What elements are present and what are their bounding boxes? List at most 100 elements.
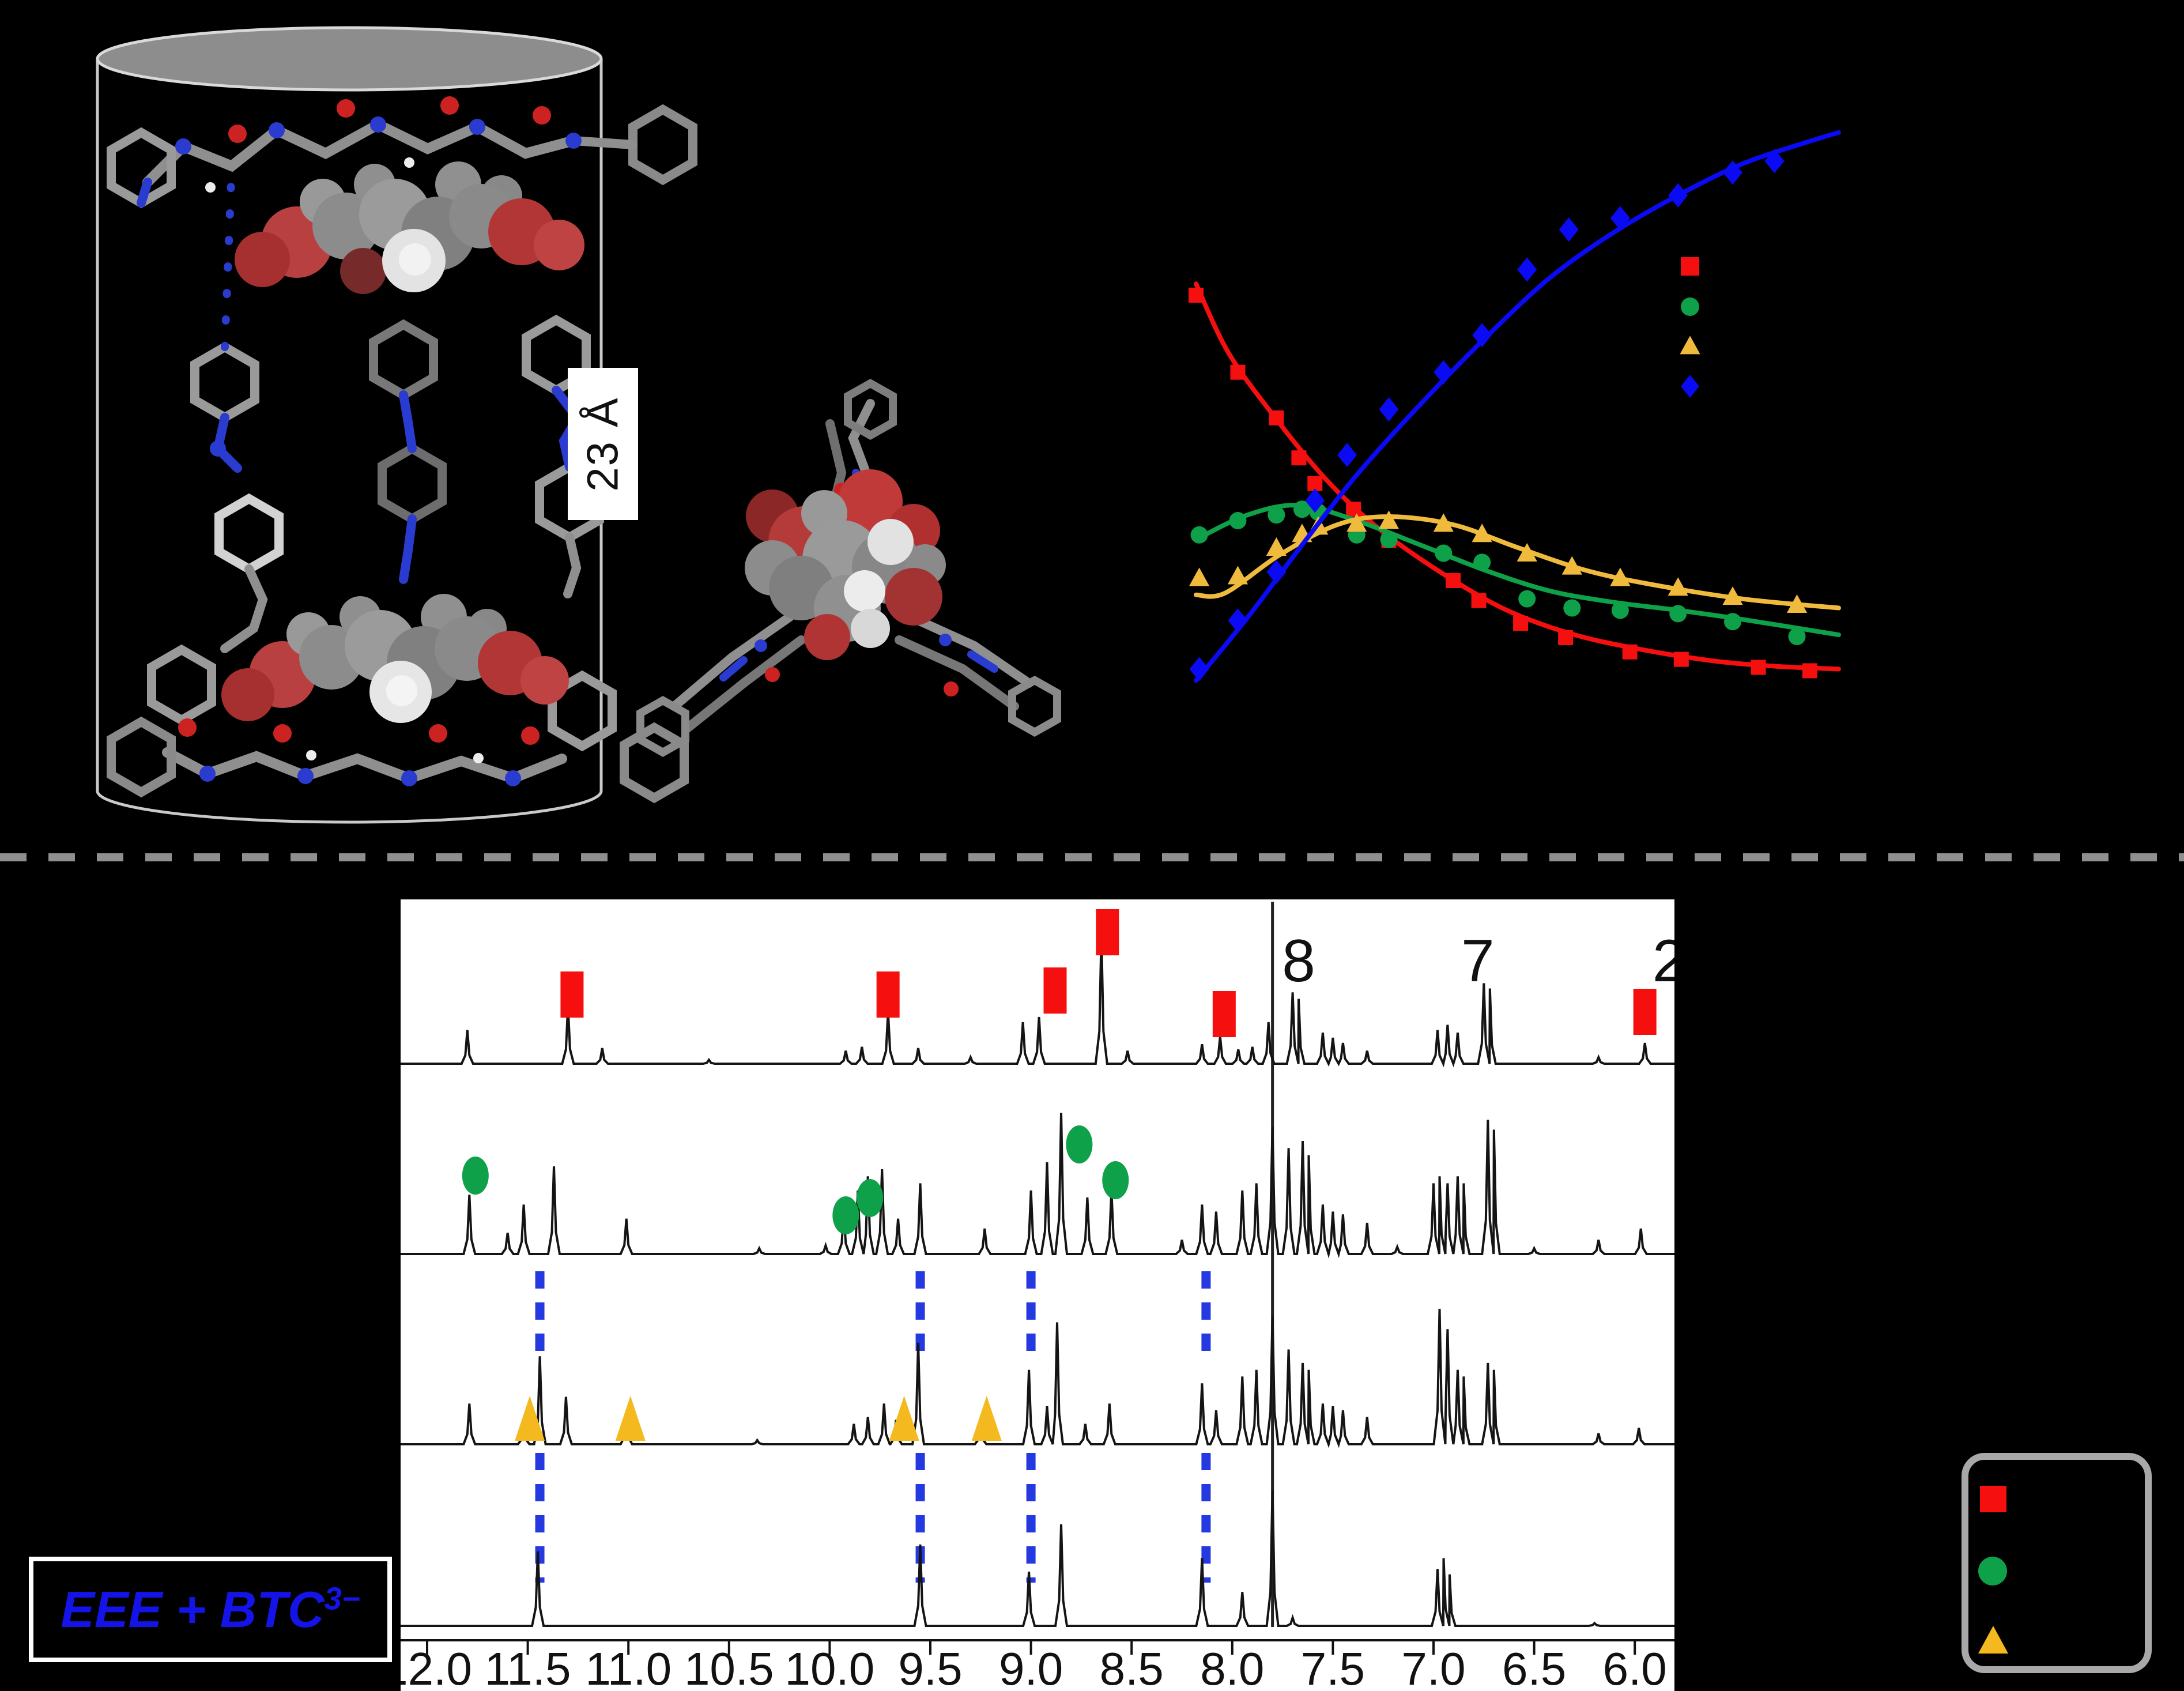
peak-marker-green-circle-icon: [857, 1179, 884, 1217]
data-point-circle-icon: [1229, 512, 1247, 530]
guest-sphere-cluster-bottom: [221, 594, 569, 723]
data-point-triangle-icon: [1189, 567, 1210, 586]
data-point-triangle-icon: [1346, 513, 1367, 532]
plot-legend-circle-icon: [1681, 297, 1699, 316]
peak-marker-yellow-triangle-icon: [515, 1396, 545, 1441]
peak-marker-yellow-triangle-icon: [615, 1396, 646, 1441]
nmr-trace-3: [401, 1308, 1674, 1448]
data-point-triangle-icon: [1668, 577, 1688, 596]
peak-marker-green-circle-icon: [462, 1157, 489, 1195]
data-point-triangle-icon: [1378, 510, 1400, 529]
peak-marker-yellow-triangle-icon: [971, 1396, 1002, 1441]
plot-legend-diamond-icon: [1681, 375, 1699, 398]
x-axis-tick-label: 8.5: [1100, 1643, 1164, 1691]
data-point-diamond-icon: [1723, 160, 1743, 185]
x-axis-tick-label: 10.0: [785, 1643, 875, 1691]
data-point-circle-icon: [1611, 601, 1629, 619]
data-point-diamond-icon: [1764, 149, 1785, 174]
peak-marker-red-square-icon: [1633, 989, 1657, 1035]
data-point-triangle-icon: [1227, 566, 1248, 585]
data-point-diamond-icon: [1189, 657, 1209, 681]
mixture-label-superscript: 3−: [324, 1581, 360, 1617]
compound-label: 7: [1461, 928, 1495, 995]
x-axis-tick-label: 9.5: [898, 1643, 962, 1691]
data-point-square-icon: [1269, 410, 1284, 425]
data-point-triangle-icon: [1433, 513, 1454, 532]
measurement-cylinder: [96, 26, 603, 824]
data-point-circle-icon: [1473, 553, 1491, 571]
data-point-square-icon: [1291, 450, 1307, 466]
data-point-diamond-icon: [1228, 608, 1248, 633]
data-point-square-icon: [1751, 660, 1766, 675]
data-point-triangle-icon: [1472, 524, 1492, 543]
mixture-label-base: EEE + BTC: [61, 1580, 325, 1638]
data-point-circle-icon: [1518, 590, 1536, 608]
data-point-circle-icon: [1190, 526, 1208, 544]
x-axis-tick-label: 9.0: [999, 1643, 1063, 1691]
data-point-square-icon: [1346, 502, 1361, 517]
data-point-square-icon: [1802, 663, 1817, 679]
nmr-trace-2: [401, 1112, 1674, 1259]
x-axis-tick-label: 11.5: [485, 1643, 571, 1691]
peak-marker-green-circle-icon: [1102, 1161, 1129, 1199]
data-point-diamond-icon: [1379, 397, 1399, 422]
species-legend-box: [1962, 1453, 2152, 1673]
mixture-label-box: EEE + BTC3−: [29, 1557, 392, 1662]
nmr-spectra-panel: 8 7 2 12.0 11.5 11.010.510.0 9.5 9.0 8.5 8.0 7.5 7.…: [401, 899, 1674, 1691]
dashed-separator-line: [0, 853, 2184, 861]
molecular-render-side-view: [96, 26, 697, 824]
data-point-square-icon: [1513, 616, 1529, 631]
peak-marker-red-square-icon: [1043, 967, 1067, 1014]
data-point-triangle-icon: [1561, 556, 1582, 575]
series-line-yellow-triangle-intermediate: [1194, 514, 1841, 611]
compound-label: 8: [1282, 928, 1315, 995]
data-point-triangle-icon: [1722, 586, 1743, 605]
legend-green-circle-icon: [1978, 1557, 2007, 1585]
peak-marker-red-square-icon: [1212, 991, 1236, 1037]
data-point-square-icon: [1558, 630, 1574, 645]
x-axis-tick-label: 7.0: [1401, 1643, 1465, 1691]
x-axis-tick-label: 12.0: [401, 1643, 472, 1691]
peak-marker-yellow-triangle-icon: [889, 1396, 919, 1441]
x-axis-tick-label: 11.0: [585, 1643, 672, 1691]
x-axis-tick-label: 6.0: [1603, 1643, 1667, 1691]
data-point-circle-icon: [1293, 500, 1311, 518]
x-axis-tick-label: 7.5: [1301, 1643, 1365, 1691]
data-point-triangle-icon: [1786, 594, 1808, 613]
data-point-diamond-icon: [1559, 217, 1579, 242]
molecular-render-top-view: [636, 378, 1061, 758]
data-point-diamond-icon: [1266, 560, 1287, 585]
data-point-diamond-icon: [1305, 488, 1325, 513]
central-sphere-cluster: [745, 469, 946, 660]
data-point-diamond-icon: [1434, 360, 1454, 385]
data-point-square-icon: [1189, 288, 1204, 303]
peak-marker-red-square-icon: [876, 971, 900, 1018]
data-point-diamond-icon: [1337, 443, 1357, 468]
legend-red-square-icon: [1980, 1486, 2006, 1512]
x-axis-tick-label: 10.5: [684, 1643, 774, 1691]
data-point-triangle-icon: [1517, 543, 1537, 562]
peak-marker-green-circle-icon: [832, 1196, 859, 1234]
mixture-label: EEE + BTC3−: [61, 1580, 360, 1639]
data-point-diamond-icon: [1472, 323, 1492, 348]
guest-sphere-cluster-top: [235, 161, 584, 294]
data-point-diamond-icon: [1517, 257, 1537, 282]
data-point-triangle-icon: [1610, 567, 1631, 586]
compound-label: 2: [1653, 928, 1674, 995]
plot-legend-triangle-icon: [1680, 336, 1700, 355]
data-point-square-icon: [1622, 644, 1638, 660]
data-point-diamond-icon: [1610, 206, 1630, 231]
series-line-red-square-decay: [1194, 281, 1841, 672]
data-point-diamond-icon: [1668, 183, 1688, 208]
data-point-square-icon: [1471, 593, 1487, 608]
x-axis-tick-label: 6.5: [1502, 1643, 1566, 1691]
peak-marker-green-circle-icon: [1066, 1125, 1093, 1163]
data-point-circle-icon: [1380, 530, 1398, 548]
legend-yellow-triangle-icon: [1978, 1626, 2008, 1654]
data-point-square-icon: [1230, 364, 1246, 380]
data-point-square-icon: [1673, 651, 1689, 667]
data-point-circle-icon: [1669, 605, 1687, 623]
data-point-circle-icon: [1788, 628, 1806, 646]
data-point-circle-icon: [1435, 544, 1453, 562]
kinetics-plot: [1189, 130, 1841, 683]
